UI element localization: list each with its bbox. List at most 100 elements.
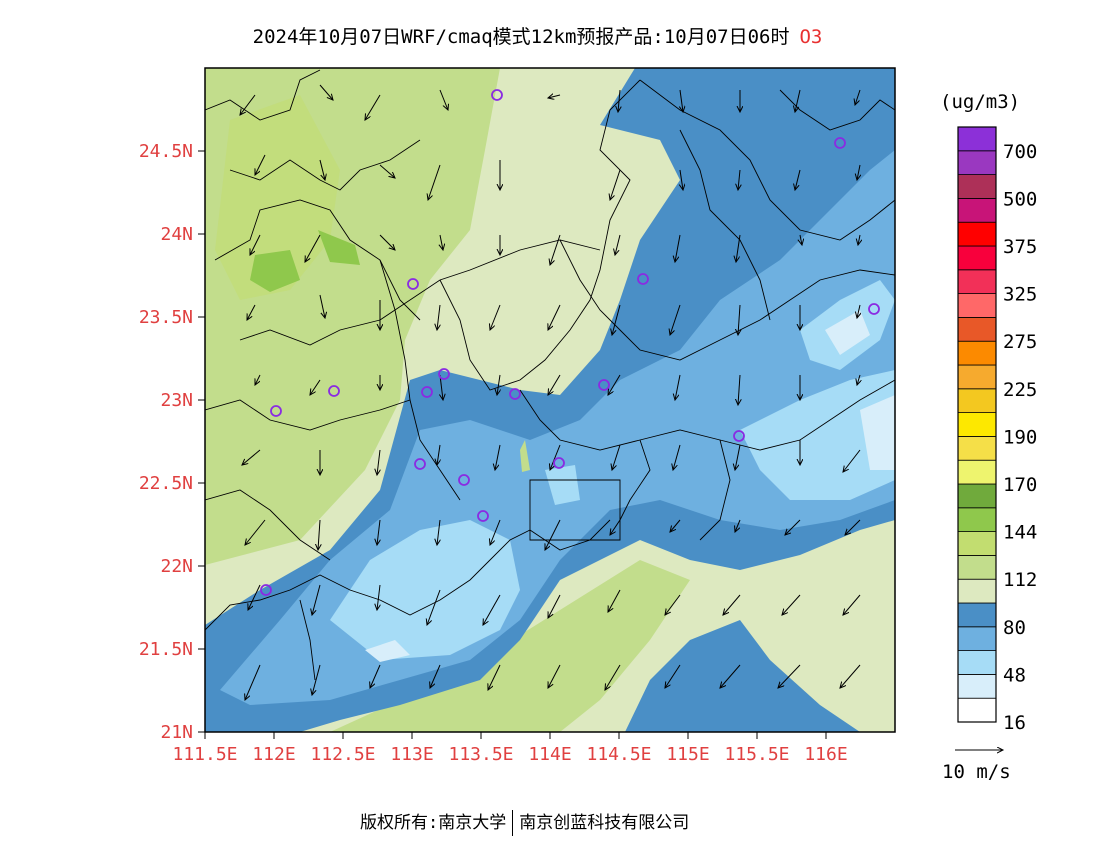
- y-tick-label: 22N: [160, 556, 193, 577]
- legend-swatch: [957, 626, 997, 651]
- copyright-right: 南京创蓝科技有限公司: [519, 813, 690, 833]
- legend-swatch: [957, 197, 997, 223]
- station-marker: [509, 388, 521, 400]
- legend-swatch: [957, 364, 997, 390]
- x-axis: 111.5E 112E 112.5E 113E 113.5E 114E 114.5E 115E…: [172, 732, 848, 765]
- station-marker: [458, 474, 470, 486]
- legend-swatch: [957, 340, 997, 366]
- x-tick-label: 114E: [528, 744, 571, 765]
- legend-swatch: [957, 150, 997, 176]
- x-tick-label: 112E: [252, 744, 295, 765]
- x-tick-label: 113E: [390, 744, 433, 765]
- y-tick-label: 24N: [160, 224, 193, 245]
- legend-label: 700: [1003, 141, 1037, 163]
- y-tick-label: 21.5N: [139, 639, 193, 660]
- legend-swatch: [957, 388, 997, 413]
- legend-label: 170: [1003, 474, 1037, 496]
- legend-unit: (ug/m3): [940, 91, 1020, 113]
- legend-swatch: [957, 174, 997, 199]
- legend-swatch: [957, 507, 997, 532]
- station-marker: [407, 278, 419, 290]
- legend-swatch: [957, 697, 997, 723]
- station-marker: [553, 457, 565, 469]
- station-marker: [421, 386, 433, 398]
- legend-swatch: [957, 555, 997, 580]
- legend-border: [957, 126, 997, 723]
- station-marker: [733, 430, 745, 442]
- field-16-32-hk: [545, 465, 580, 505]
- legend-swatch: [957, 531, 997, 556]
- copyright-left: 版权所有:南京大学: [360, 813, 507, 833]
- legend-label: 500: [1003, 188, 1037, 210]
- y-tick-label: 23.5N: [139, 307, 193, 328]
- y-tick-label: 23N: [160, 390, 193, 411]
- copyright-footer: 版权所有:南京大学 南京创蓝科技有限公司: [360, 808, 689, 836]
- legend-label: 112: [1003, 569, 1037, 591]
- y-tick-label: 24.5N: [139, 141, 193, 162]
- field-0-16-a: [365, 640, 410, 662]
- boundaries: [205, 69, 895, 681]
- station-marker: [834, 137, 846, 149]
- wind-scale-label: 10 m/s: [942, 761, 1011, 783]
- y-axis: 21N 21.5N 22N 22.5N 23N 23.5N 24N 24.5N: [139, 141, 205, 743]
- legend-swatch: [957, 602, 997, 628]
- legend-label: 325: [1003, 284, 1037, 306]
- stations: [260, 89, 880, 596]
- wind-vectors: [240, 84, 860, 700]
- legend-swatch: [957, 578, 997, 604]
- legend-swatch: [957, 650, 997, 675]
- station-marker: [868, 303, 880, 315]
- legend-label: 375: [1003, 236, 1037, 258]
- legend-swatch: [957, 126, 997, 152]
- legend-swatch: [957, 483, 997, 509]
- legend-swatch: [957, 293, 997, 318]
- station-marker: [477, 510, 489, 522]
- field-48-80-se: [625, 620, 860, 732]
- legend-swatch: [957, 316, 997, 342]
- concentration-field: [205, 68, 895, 732]
- footer-separator: [512, 810, 514, 836]
- y-tick-label: 21N: [160, 722, 193, 743]
- legend-swatch: [957, 674, 997, 699]
- legend-label: 48: [1003, 664, 1026, 686]
- station-marker: [438, 368, 450, 380]
- title-text: 2024年10月07日WRF/cmaq模式12km预报产品:10月07日06时: [252, 26, 790, 48]
- legend-label: 144: [1003, 522, 1037, 544]
- x-tick-label: 112.5E: [310, 744, 375, 765]
- field-0-16-b: [860, 395, 895, 470]
- legend-label: 275: [1003, 331, 1037, 353]
- x-tick-label: 115E: [666, 744, 709, 765]
- species-label: O3: [799, 26, 823, 48]
- legend-label: 190: [1003, 426, 1037, 448]
- legend-label: 225: [1003, 379, 1037, 401]
- x-tick-label: 113.5E: [448, 744, 513, 765]
- station-marker: [491, 89, 503, 101]
- station-marker: [598, 379, 610, 391]
- y-tick-label: 22.5N: [139, 473, 193, 494]
- color-legend: [957, 126, 997, 723]
- legend-label: 16: [1003, 712, 1026, 734]
- station-marker: [637, 273, 649, 285]
- station-marker: [270, 405, 282, 417]
- field-16-32-coast: [330, 520, 520, 660]
- field-0-16-c: [825, 310, 870, 355]
- field-green-islet: [520, 440, 530, 472]
- station-marker: [414, 458, 426, 470]
- field-112-west-inner: [215, 95, 340, 300]
- x-tick-label: 114.5E: [586, 744, 651, 765]
- station-marker: [328, 385, 340, 397]
- x-tick-label: 111.5E: [172, 744, 237, 765]
- legend-labels: 700 500 375 325 275 225 190 170 144 112 80 48 16: [1003, 141, 1037, 734]
- field-144-patch: [250, 250, 300, 292]
- legend-swatch: [957, 412, 997, 437]
- legend-swatch: [957, 245, 997, 271]
- field-144-patch-2: [318, 230, 360, 265]
- map-title: 2024年10月07日WRF/cmaq模式12km预报产品:10月07日06时 O…: [0, 22, 1075, 49]
- legend-swatch: [957, 221, 997, 247]
- legend-swatch: [957, 435, 997, 461]
- legend-swatch: [957, 459, 997, 485]
- station-marker: [260, 584, 272, 596]
- x-tick-label: 116E: [804, 744, 847, 765]
- x-tick-label: 115.5E: [724, 744, 789, 765]
